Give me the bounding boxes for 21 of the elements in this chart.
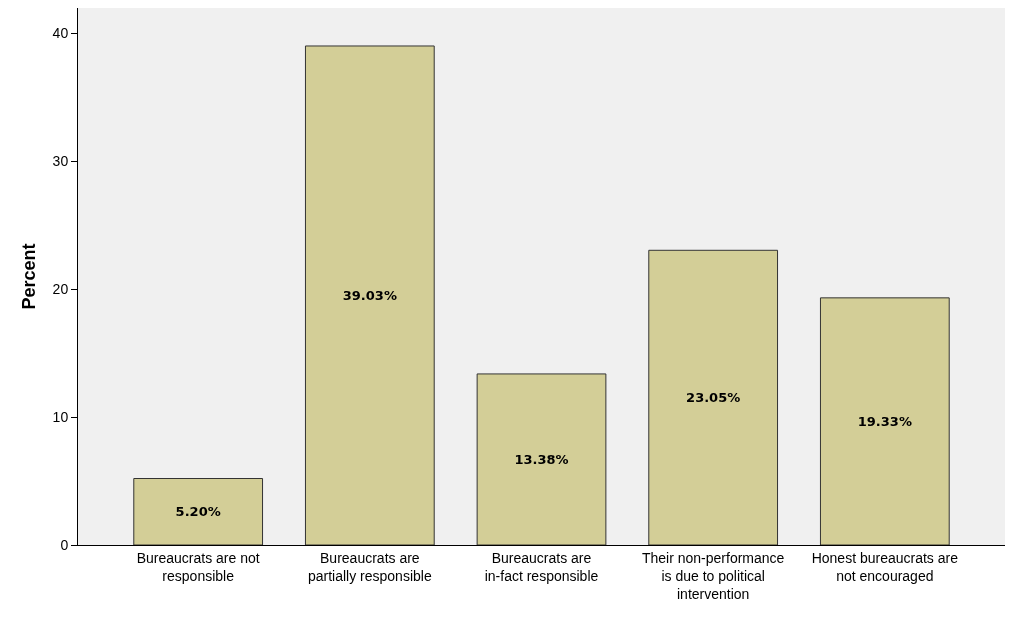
data-label: 23.05% bbox=[686, 390, 741, 406]
bar bbox=[648, 249, 779, 545]
y-tick-label: 0 bbox=[60, 536, 69, 553]
y-tick-label: 10 bbox=[52, 409, 69, 426]
data-label: 5.20% bbox=[175, 504, 221, 520]
y-tick-label: 20 bbox=[52, 281, 69, 298]
x-tick-label: Honest bureaucrats are not encouraged bbox=[811, 549, 959, 584]
bar bbox=[476, 373, 607, 545]
bar bbox=[819, 297, 950, 545]
x-tick-label: Their non-performance is due to political intervention bbox=[641, 549, 785, 603]
data-label: 39.03% bbox=[342, 287, 397, 303]
y-axis-title: Percent bbox=[18, 243, 39, 310]
y-tick-label: 30 bbox=[52, 153, 69, 170]
data-label: 19.33% bbox=[857, 413, 912, 429]
x-tick-label: Bureaucrats are in-fact responsible bbox=[484, 549, 599, 584]
data-label: 13.38% bbox=[514, 451, 569, 467]
x-tick-label: Bureaucrats are partially responsible bbox=[307, 549, 432, 584]
y-tick-label: 40 bbox=[52, 25, 69, 42]
x-tick-label: Bureaucrats are not responsible bbox=[136, 549, 260, 584]
bar bbox=[133, 478, 264, 545]
bar bbox=[304, 45, 435, 545]
